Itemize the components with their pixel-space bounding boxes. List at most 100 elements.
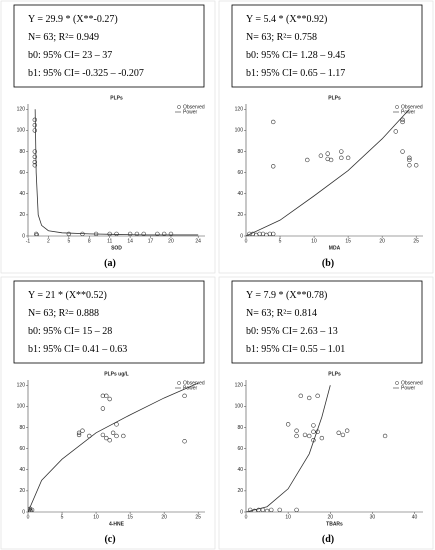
legend-label: Observed [401,104,423,110]
data-point [66,231,72,236]
data-point [407,157,412,163]
y-tick-label: 120 [17,383,26,389]
y-tick-label: 60 [19,446,25,452]
x-tick-label: 11 [107,238,112,244]
data-point [328,157,334,163]
x-tick-label: 5 [279,238,282,244]
data-point [114,433,119,439]
data-point [107,396,112,402]
plot: PLPs ug/L 0 20 40 60 80 100 120 0 5 10 15 20 25 4-HNE O… [17,371,205,527]
data-point [100,393,106,399]
legend-marker [177,381,181,385]
x-tick-label: 5 [67,238,70,244]
x-tick-label: 10 [93,514,99,520]
data-point [100,432,106,438]
data-point [107,437,112,443]
x-tick-label: 20 [328,514,334,520]
data-point [114,231,119,236]
data-point [121,433,126,439]
fit-curve [246,385,331,512]
y-tick-label: 100 [235,128,244,134]
y-tick-label: 20 [237,212,243,218]
data-point [155,231,160,236]
equation-box: Y = 5.4 * (X**0.92) N= 63; R²= 0.758 b0: 9… [231,4,423,88]
x-tick-label: 25 [195,514,201,520]
data-point [315,393,320,399]
x-tick-label: 20 [379,238,385,244]
plot-title: PLPs [328,95,341,101]
x-tick-label: 17 [148,238,154,244]
legend-marker [395,105,399,109]
x-tick-label: 5 [61,514,64,520]
y-tick-label: 40 [237,191,243,197]
x-tick-label: 0 [245,238,248,244]
data-point [168,231,174,236]
x-tick-label: 40 [412,514,418,520]
plot-title: PLPs ug/L [104,371,128,377]
legend-label: Observed [183,380,205,386]
data-point [269,507,274,512]
annotation: Y = 7.9 * (X**0.78) [246,290,327,301]
data-point [400,119,405,125]
equation-box: Y = 7.9 * (X**0.78) N= 63; R²= 0.814 b0: 9… [231,280,423,364]
data-point [277,507,282,512]
panel: Y = 21 * (X**0.52) N= 63; R²= 0.888 b0: 95… [0,276,216,550]
data-point [76,432,82,438]
annotation: b1: 95% CI= -0.325 – -0.207 [28,68,144,79]
equation-box: Y = 21 * (X**0.52) N= 63; R²= 0.888 b0: 95… [13,280,205,364]
data-point [33,231,39,236]
data-point [318,153,324,158]
x-tick-label: 20 [168,238,174,244]
box-frame [13,280,205,364]
data-point [32,128,38,133]
data-point [267,231,273,236]
x-tick-label: 14 [127,238,133,244]
legend-marker [395,381,399,385]
y-tick-label: 40 [19,191,25,197]
plot-area [32,109,199,236]
data-point [264,508,270,512]
plot-title: PLPs [110,95,123,101]
x-tick-label: -1 [26,238,31,244]
data-point [257,231,262,236]
data-point [382,433,388,439]
y-tick-label: 60 [237,170,243,176]
x-axis-label: 4-HNE [109,521,125,527]
legend-label: Power [183,109,198,115]
data-point [248,507,253,512]
panel-frame [218,276,434,550]
panel-frame [0,276,216,550]
data-point [76,430,82,435]
y-tick-label: 20 [19,212,25,218]
data-point [182,439,187,444]
data-point [260,507,266,512]
y-tick-label: 80 [237,149,243,155]
data-point [32,149,38,154]
legend-marker [177,105,181,109]
legend-label: Observed [401,380,423,386]
x-axis-label: TBARs [326,521,343,527]
y-tick-label: 120 [17,107,26,113]
panel: Y = 7.9 * (X**0.78) N= 63; R²= 0.814 b0: 9… [218,276,434,550]
annotation: b0: 95% CI= 2.63 – 13 [246,326,338,337]
data-point [141,231,146,236]
data-point [32,117,38,123]
data-point [294,428,299,433]
annotation: b0: 95% CI= 1.28 – 9.45 [246,50,345,61]
data-point [271,119,276,125]
x-tick-label: 25 [413,238,419,244]
y-tick-label: 60 [19,170,25,176]
y-tick-label: 120 [235,107,244,113]
data-point [271,231,276,236]
data-point [311,423,316,428]
annotation: Y = 29.9 * (X**-0.27) [28,14,118,25]
legend-label: Power [401,385,416,391]
data-point [340,432,346,438]
y-tick-label: 100 [17,404,26,410]
legend-label: Power [183,385,198,391]
x-axis-label: MDA [329,245,341,251]
panel-label: (d) [322,534,334,545]
panel-frame [218,0,434,274]
annotation: N= 63; R²= 0.888 [28,308,99,319]
